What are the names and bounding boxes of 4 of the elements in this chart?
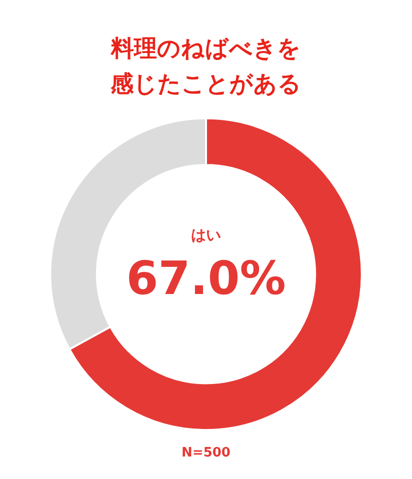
slice-label: はい [191,226,221,244]
chart-title: 料理のねばべきを感じたことがある [110,36,302,98]
data-label: 67.0% [126,251,286,306]
text: N=500 [182,445,230,460]
